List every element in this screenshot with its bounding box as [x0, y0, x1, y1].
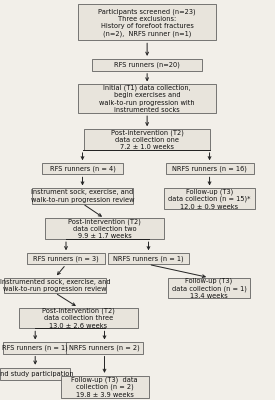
Text: RFS runners (n = 3): RFS runners (n = 3) [33, 256, 99, 262]
FancyBboxPatch shape [60, 376, 148, 398]
FancyBboxPatch shape [32, 188, 133, 204]
Text: RFS runners (n = 4): RFS runners (n = 4) [50, 166, 116, 172]
FancyBboxPatch shape [92, 59, 202, 71]
Text: NRFS runners (n = 2): NRFS runners (n = 2) [69, 345, 140, 351]
FancyBboxPatch shape [78, 4, 216, 40]
Text: Post-intervention (T2)
data collection three
13.0 ± 2.6 weeks: Post-intervention (T2) data collection t… [42, 308, 115, 328]
FancyBboxPatch shape [4, 278, 106, 293]
Text: RFS runners (n=20): RFS runners (n=20) [114, 62, 180, 68]
Text: Instrument sock, exercise, and
walk-to-run progression review: Instrument sock, exercise, and walk-to-r… [31, 189, 134, 203]
Text: Follow-up (T3)  data
collection (n = 2)
19.8 ± 3.9 weeks: Follow-up (T3) data collection (n = 2) 1… [71, 376, 138, 398]
Text: NRFS runners (n = 16): NRFS runners (n = 16) [172, 166, 247, 172]
FancyBboxPatch shape [3, 342, 68, 354]
FancyBboxPatch shape [42, 163, 123, 174]
Text: Post-intervention (T2)
data collection one
7.2 ± 1.0 weeks: Post-intervention (T2) data collection o… [111, 129, 184, 150]
FancyBboxPatch shape [84, 129, 210, 150]
FancyBboxPatch shape [45, 218, 164, 239]
FancyBboxPatch shape [0, 368, 70, 380]
FancyBboxPatch shape [19, 308, 138, 328]
FancyBboxPatch shape [166, 163, 254, 174]
Text: Participants screened (n=23)
Three exclusions:
History of forefoot fractures
(n=: Participants screened (n=23) Three exclu… [98, 8, 196, 37]
FancyBboxPatch shape [168, 278, 250, 298]
FancyBboxPatch shape [66, 342, 143, 354]
Text: RFS runners (n = 1): RFS runners (n = 1) [2, 345, 68, 351]
Text: Initial (T1) data collection,
begin exercises and
walk-to-run progression with
i: Initial (T1) data collection, begin exer… [99, 85, 195, 113]
Text: Instrumented sock, exercise, and
walk-to-run progression review: Instrumented sock, exercise, and walk-to… [0, 278, 110, 292]
FancyBboxPatch shape [78, 84, 216, 113]
Text: Post-intervention (T2)
data collection two
9.9 ± 1.7 weeks: Post-intervention (T2) data collection t… [68, 218, 141, 239]
FancyBboxPatch shape [108, 253, 189, 264]
Text: End study participation: End study participation [0, 370, 74, 377]
Text: Follow-up (T3)
data collection (n = 1)
13.4 weeks: Follow-up (T3) data collection (n = 1) 1… [172, 277, 246, 299]
FancyBboxPatch shape [164, 188, 255, 209]
Text: Follow-up (T3)
data collection (n = 15)*
12.0 ± 0.9 weeks: Follow-up (T3) data collection (n = 15)*… [168, 188, 251, 210]
FancyBboxPatch shape [27, 253, 105, 264]
Text: NRFS runners (n = 1): NRFS runners (n = 1) [113, 256, 184, 262]
